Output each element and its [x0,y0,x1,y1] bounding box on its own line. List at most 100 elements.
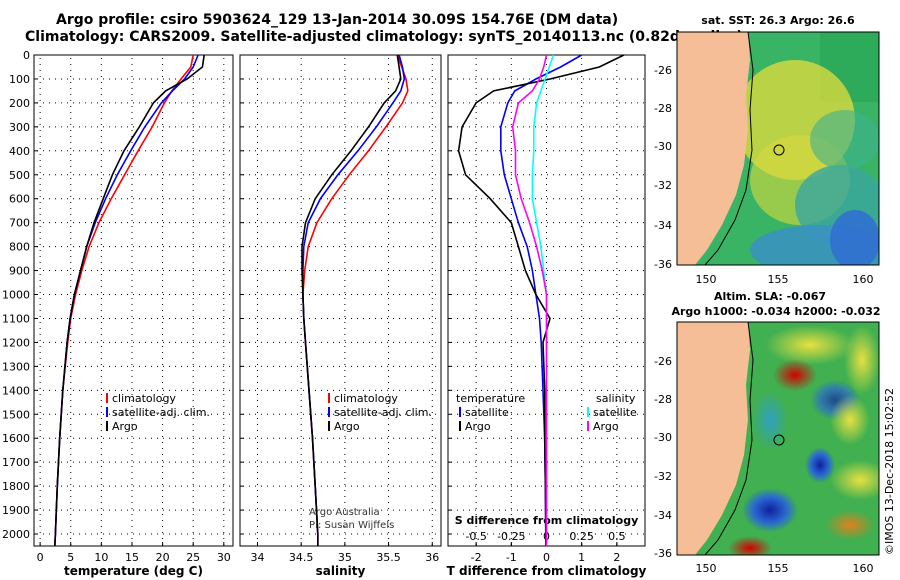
x-tick-label-2: 0.25 [569,530,594,543]
sla-lat-tick: -32 [654,470,672,483]
y-tick-label: 1200 [2,336,30,349]
legend-title-left: temperature [456,392,525,405]
x-tick-label-2: 0.5 [608,530,626,543]
sst-map [677,32,879,265]
sst-map-frame [676,31,880,266]
sst-lon-tick: 155 [768,273,789,286]
sla-lon-tick: 155 [768,562,789,575]
x-tick-label: 2 [613,551,620,564]
legend-entry-label: Argo [593,420,619,433]
y-tick-label: 100 [9,73,30,86]
axes-frame [239,54,442,547]
sla-argo-marker [773,434,785,446]
x-tick-label: 15 [125,551,139,564]
y-tick-label: 0 [23,49,30,62]
y-tick-label: 1900 [2,504,30,517]
x-tick-label-2: -0.25 [497,530,525,543]
y-tick-label: 1700 [2,456,30,469]
y-tick-label: 1500 [2,408,30,421]
sla-lat-tick: -26 [654,355,672,368]
x-tick-label: 35.5 [376,551,401,564]
y-tick-label: 200 [9,97,30,110]
sla-map-lat-ticks: -26 -28 -30 -32 -34 -36 [654,355,672,560]
credit-line2: PI: Susan Wijffels [309,520,394,531]
y-tick-label: 2000 [2,528,30,541]
sla-lat-tick: -28 [654,393,672,406]
series-line-0 [54,54,194,547]
series-line-ssat [531,54,555,546]
y-tick-label: 1000 [2,289,30,302]
y-tick-label: 300 [9,121,30,134]
sst-map-lat-ticks: -26 -28 -30 -32 -34 -36 [654,64,672,271]
sst-lat-tick: -30 [654,140,672,153]
x-tick-label: 35 [338,551,352,564]
x-tick-label-2: -0.5 [465,530,486,543]
legend-entry-label: climatology [334,392,398,405]
sla-map-title1: Altim. SLA: -0.067 [714,290,826,303]
y-tick-label: 400 [9,145,30,158]
sst-lat-tick: -32 [654,179,672,192]
x-tick-label: 0 [37,551,44,564]
y-tick-label: 900 [9,265,30,278]
series-line-1 [302,54,406,546]
salinity-panel: 34 34.5 35 35.5 36 salinity climatologysatelli… [239,54,442,578]
x-tick-label: 34 [250,551,264,564]
x-tick-label: 34.5 [289,551,314,564]
sst-lat-tick: -26 [654,64,672,77]
series-line-1 [54,54,199,547]
x-tick-label: -1 [506,551,517,564]
y-tick-label: 600 [9,193,30,206]
temperature-panel: 0100200300400500600700800900100011001200… [2,49,234,578]
legend-entry-label: satellite-adj. clim. [334,406,432,419]
x-tick-label: 20 [156,551,170,564]
x-tick-label: 36 [425,551,439,564]
y-tick-label: 800 [9,241,30,254]
y-tick-label: 1400 [2,384,30,397]
sla-lon-tick: 160 [853,562,874,575]
series-line-2 [301,54,402,546]
y-tick-label: 1800 [2,480,30,493]
sla-map-title2: Argo h1000: -0.034 h2000: -0.032 [671,305,880,318]
legend-entry-label: Argo [112,420,138,433]
sla-lat-tick: -34 [654,509,672,522]
imos-timestamp: ©IMOS 13-Dec-2018 15:02:52 [883,388,896,555]
sla-lon-tick: 150 [696,562,717,575]
x-tick-label: 0 [543,551,550,564]
x-tick-label: 25 [186,551,200,564]
x-tick-label: 30 [217,551,231,564]
legend-entry-label: Argo [334,420,360,433]
sst-lat-tick: -36 [654,258,672,271]
sla-map-lon-ticks: 150 155 160 [696,562,874,575]
legend-entry-label: Argo [465,420,491,433]
sla-lat-tick: -36 [654,547,672,560]
legend-entry-label: climatology [112,392,176,405]
sla-map-frame [676,321,880,556]
sst-lon-tick: 150 [696,273,717,286]
x-tick-label: 10 [94,551,108,564]
sst-lat-tick: -28 [654,102,672,115]
y-tick-label: 1600 [2,432,30,445]
axes-frame [33,54,234,547]
sst-argo-marker [773,144,785,156]
y-tick-label: 1300 [2,360,30,373]
series-line-0 [302,54,409,546]
x-axis-label: temperature (deg C) [64,564,203,578]
sla-lat-tick: -30 [654,431,672,444]
sst-map-lon-ticks: 150 155 160 [696,273,874,286]
legend-entry-label: satellite [593,406,637,419]
legend-entry-label: satellite-adj. clim. [112,406,210,419]
title-line1: Argo profile: csiro 5903624_129 13-Jan-2… [56,12,619,28]
credit-line1: Argo Australia [309,507,380,518]
y-tick-label: 1100 [2,312,30,325]
title-line2: Climatology: CARS2009. Satellite-adjuste… [25,29,743,45]
y-tick-label: 700 [9,217,30,230]
x-axis-label: salinity [316,564,366,578]
x-tick-label: 5 [67,551,74,564]
x-tick-label: -2 [471,551,482,564]
series-line-2 [54,54,205,547]
sla-map [677,322,879,555]
sst-lon-tick: 160 [853,273,874,286]
sst-map-title: sat. SST: 26.3 Argo: 26.6 [701,14,855,27]
